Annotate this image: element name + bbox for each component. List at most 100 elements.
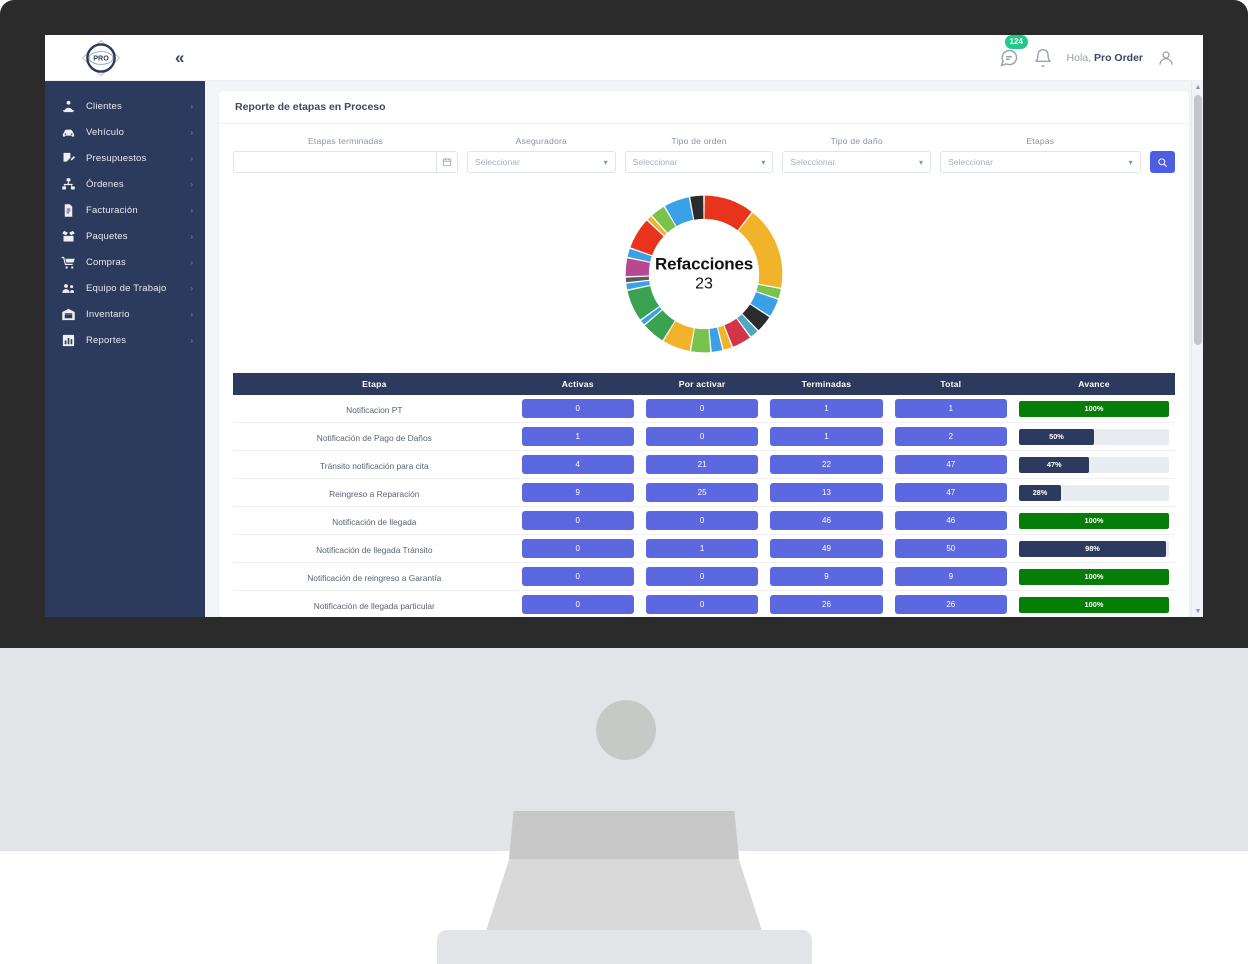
donut-segment[interactable] bbox=[647, 216, 667, 236]
donut-segment[interactable] bbox=[652, 206, 676, 233]
cell-etapa: Notificacion PT bbox=[233, 395, 516, 423]
date-range-input[interactable] bbox=[233, 151, 436, 173]
sidebar-label: Paquetes bbox=[86, 230, 128, 242]
clipboard-edit-icon bbox=[61, 151, 76, 166]
cell-etapa-text: Notificación de llegada Tránsito bbox=[316, 544, 433, 555]
donut-segment[interactable] bbox=[750, 292, 778, 317]
terminadas-pill: 1 bbox=[770, 427, 883, 446]
scroll-up-arrow-icon[interactable]: ▲ bbox=[1194, 83, 1202, 91]
cell-terminadas: 13 bbox=[764, 478, 889, 507]
chat-icon[interactable]: 124 bbox=[999, 35, 1028, 68]
scroll-down-arrow-icon[interactable]: ▼ bbox=[1194, 607, 1202, 615]
donut-segment[interactable] bbox=[663, 321, 694, 351]
sidebar-item-presupuestos[interactable]: Presupuestos › bbox=[45, 145, 205, 171]
donut-segment[interactable] bbox=[641, 306, 662, 325]
warehouse-icon bbox=[61, 307, 76, 322]
progress-bar: 28% bbox=[1018, 484, 1169, 501]
sidebar-label: Presupuestos bbox=[86, 152, 147, 164]
cell-por-activar: 25 bbox=[639, 478, 765, 507]
sidebar-collapse-button[interactable]: « bbox=[175, 47, 185, 67]
sidebar-label: Órdenes bbox=[86, 178, 124, 190]
sidebar-item-inventario[interactable]: Inventario › bbox=[45, 301, 205, 327]
search-icon bbox=[1158, 157, 1167, 167]
cell-activas: 9 bbox=[515, 478, 640, 507]
donut-segment[interactable] bbox=[691, 328, 711, 353]
chevron-right-icon: › bbox=[190, 179, 193, 189]
cell-activas: 1 bbox=[515, 422, 640, 451]
search-button[interactable] bbox=[1149, 151, 1176, 173]
donut-segment[interactable] bbox=[625, 276, 650, 283]
sidebar-item-equipo-de-trabajo[interactable]: Equipo de Trabajo › bbox=[45, 275, 205, 301]
filter-label: Tipo de daño bbox=[830, 136, 883, 146]
topbar-actions: 124 Hola, Pro Order bbox=[999, 35, 1203, 68]
bell-icon[interactable] bbox=[1033, 48, 1053, 68]
progress-bar-fill: 100% bbox=[1018, 400, 1169, 417]
calendar-icon[interactable] bbox=[435, 151, 458, 173]
sidebar-item-compras[interactable]: Compras › bbox=[45, 249, 205, 275]
cell-total: 47 bbox=[888, 478, 1013, 507]
donut-segment[interactable] bbox=[724, 318, 750, 347]
app-body: Clientes › Vehículo › Presupuestos › bbox=[45, 81, 1203, 617]
brand-logo[interactable]: PRO bbox=[45, 38, 157, 78]
donut-segment[interactable] bbox=[665, 197, 694, 227]
pro-logo-icon: PRO bbox=[81, 39, 121, 76]
tipo-de-dano-select[interactable]: Seleccionar ▾ bbox=[782, 151, 932, 173]
sidebar-item-reportes[interactable]: Reportes › bbox=[45, 327, 205, 353]
total-pill: 26 bbox=[894, 595, 1007, 614]
donut-segment[interactable] bbox=[626, 280, 650, 290]
donut-segment[interactable] bbox=[625, 258, 650, 277]
scrollbar-thumb[interactable] bbox=[1194, 95, 1202, 345]
cell-por-activar: 0 bbox=[639, 562, 765, 591]
donut-segment[interactable] bbox=[630, 220, 664, 256]
donut-segment[interactable] bbox=[737, 314, 758, 337]
page-scrollbar[interactable]: ▲ ▼ bbox=[1191, 81, 1203, 617]
progress-bar-label: 28% bbox=[1032, 488, 1048, 497]
total-pill: 50 bbox=[894, 539, 1007, 558]
cell-activas: 0 bbox=[515, 395, 640, 423]
donut-segment[interactable] bbox=[645, 310, 675, 341]
sidebar-item-paquetes[interactable]: Paquetes › bbox=[45, 223, 205, 249]
donut-segment[interactable] bbox=[704, 195, 752, 231]
select-value: Seleccionar bbox=[474, 157, 520, 167]
cell-etapa-text: Reingreso a Reparación bbox=[329, 488, 420, 499]
donut-segment[interactable] bbox=[690, 195, 704, 220]
user-avatar-icon[interactable] bbox=[1157, 49, 1175, 67]
total-pill: 47 bbox=[894, 483, 1007, 502]
activas-pill: 0 bbox=[521, 399, 634, 418]
donut-segment[interactable] bbox=[627, 248, 652, 262]
sidebar-item-vehiculo[interactable]: Vehículo › bbox=[45, 119, 205, 145]
donut-segment[interactable] bbox=[742, 304, 770, 331]
progress-bar-fill: 100% bbox=[1018, 596, 1169, 613]
por-activar-pill: 0 bbox=[645, 595, 759, 614]
table-row: Tránsito notificación para cita 4 21 22 47 47… bbox=[233, 450, 1175, 479]
total-pill: 2 bbox=[894, 427, 1007, 446]
table-head: Etapa Activas Por activar Terminadas Tot… bbox=[233, 373, 1175, 395]
donut-svg bbox=[625, 195, 783, 353]
sidebar-item-facturacion[interactable]: Facturación › bbox=[45, 197, 205, 223]
progress-bar-fill: 28% bbox=[1018, 484, 1061, 501]
donut-segment[interactable] bbox=[717, 325, 732, 350]
donut-segment[interactable] bbox=[756, 284, 781, 299]
etapas-select[interactable]: Seleccionar ▾ bbox=[940, 151, 1141, 173]
donut-segment[interactable] bbox=[738, 212, 783, 288]
chevron-down-icon: ▾ bbox=[761, 157, 766, 167]
sidebar-label: Vehículo bbox=[86, 126, 125, 138]
table-header-row: Etapa Activas Por activar Terminadas Tot… bbox=[233, 373, 1175, 395]
activas-pill: 0 bbox=[521, 595, 634, 614]
cell-avance: 100% bbox=[1012, 562, 1175, 591]
cell-total: 47 bbox=[888, 450, 1013, 479]
progress-bar: 100% bbox=[1018, 512, 1169, 529]
table-row: Reingreso a Reparación 9 25 13 47 28% bbox=[233, 478, 1175, 507]
aseguradora-select[interactable]: Seleccionar ▾ bbox=[466, 151, 616, 173]
cell-etapa-text: Notificacion PT bbox=[346, 404, 403, 415]
donut-segment[interactable] bbox=[709, 327, 723, 352]
por-activar-pill: 0 bbox=[645, 511, 759, 530]
table-row: Notificación de llegada particular 0 0 26 26… bbox=[233, 590, 1175, 617]
sidebar-item-ordenes[interactable]: Órdenes › bbox=[45, 171, 205, 197]
col-header-total: Total bbox=[888, 373, 1013, 395]
donut-segment[interactable] bbox=[627, 285, 660, 320]
cell-avance: 47% bbox=[1012, 450, 1175, 479]
tipo-de-orden-select[interactable]: Seleccionar ▾ bbox=[624, 151, 774, 173]
sidebar-item-clientes[interactable]: Clientes › bbox=[45, 93, 205, 119]
